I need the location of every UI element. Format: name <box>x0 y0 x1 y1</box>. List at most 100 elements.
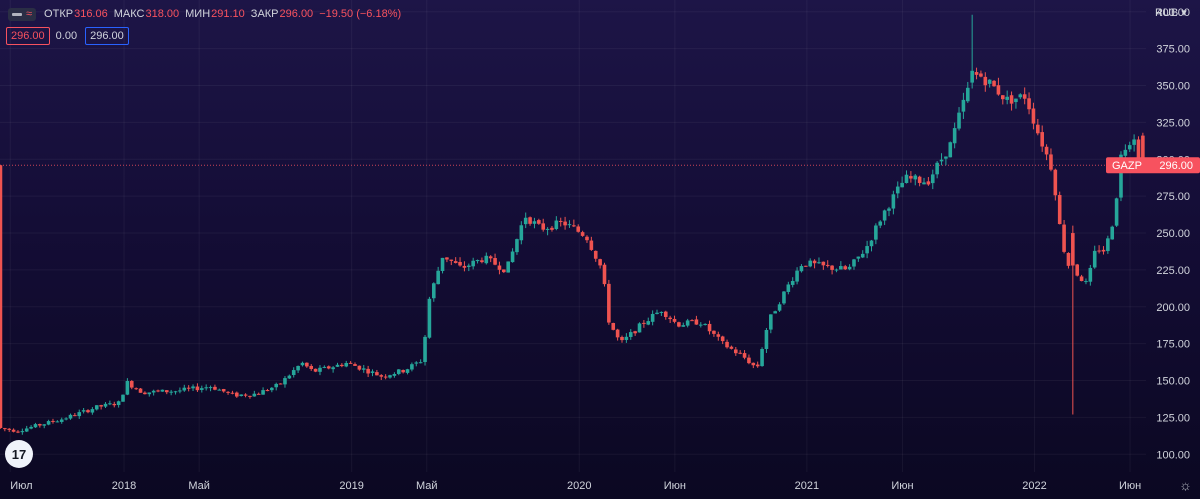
candle-body <box>335 364 340 367</box>
candle-body <box>948 142 953 158</box>
candle-body <box>554 220 559 230</box>
time-axis[interactable]: Июл 2018 Май 2019 Май 2020 Июн 2021 Июн 2022 Июн <box>10 480 1141 492</box>
candle-body <box>1114 198 1119 226</box>
candle-body <box>370 371 375 373</box>
candle-body <box>790 281 795 285</box>
time-tick-label: Май <box>188 480 210 492</box>
candle-body <box>138 388 143 393</box>
candle-body <box>611 323 616 330</box>
candle-body <box>734 349 738 354</box>
candle-body <box>677 322 681 327</box>
candle-body <box>725 341 729 348</box>
ask-price-box[interactable]: 296.00 <box>85 27 129 45</box>
candle-body <box>134 388 138 390</box>
price-tick-label: 100.00 <box>1156 449 1190 461</box>
price-tick-label: 375.00 <box>1156 44 1190 56</box>
candle-body <box>493 258 497 265</box>
candle-body <box>957 112 961 129</box>
candle-body <box>388 375 392 378</box>
candle-body <box>55 421 60 423</box>
candle-body <box>226 391 230 393</box>
candle-body <box>523 217 528 225</box>
symbol-toggle[interactable]: ≈ <box>8 7 37 21</box>
candle-body <box>278 383 283 385</box>
candle-body <box>178 390 182 392</box>
candle-body <box>992 80 996 87</box>
candle-body <box>1049 154 1053 170</box>
price-tick-label: 175.00 <box>1156 339 1190 351</box>
collapse-icon[interactable] <box>12 12 22 16</box>
candle-body <box>261 390 265 395</box>
candle-body <box>410 364 414 370</box>
candle-body <box>418 362 423 364</box>
candle-body <box>812 260 817 264</box>
last-price-value: 296.00 <box>1159 160 1193 172</box>
candle-body <box>169 391 173 393</box>
candle-body <box>305 362 309 367</box>
candle-body <box>917 176 922 183</box>
price-boxes: 296.00 0.00 296.00 <box>6 27 129 45</box>
candle-body <box>939 159 944 162</box>
candle-body <box>1141 135 1145 166</box>
candle-body <box>987 79 992 84</box>
candle-body <box>103 403 108 407</box>
candle-body <box>353 364 357 366</box>
candle-body <box>681 325 686 327</box>
candle-body <box>348 362 353 364</box>
candle-body <box>839 266 843 270</box>
candle-body <box>983 76 988 86</box>
tradingview-logo-icon[interactable]: 17 <box>5 440 33 468</box>
candle-body <box>208 387 213 389</box>
candle-body <box>283 378 287 385</box>
candle-body <box>59 419 64 422</box>
candle-body <box>567 224 572 226</box>
candle-body <box>585 236 589 241</box>
candle-body <box>961 99 966 112</box>
candle-body <box>690 320 694 322</box>
candle-body <box>655 312 659 315</box>
candle-body <box>182 387 187 391</box>
candle-body <box>930 174 935 184</box>
candle-body <box>1031 108 1036 124</box>
last-price-ticker: GAZP <box>1112 160 1142 172</box>
spread-value: 0.00 <box>55 30 78 42</box>
candle-body <box>427 298 432 338</box>
grid <box>0 0 1146 472</box>
candle-body <box>449 259 454 261</box>
settings-gear-icon[interactable]: ☼ <box>1179 477 1192 493</box>
candle-body <box>795 270 799 282</box>
candle-body <box>528 217 532 224</box>
candle-body <box>891 194 896 209</box>
candle-body <box>340 364 344 367</box>
candle-body <box>909 176 913 179</box>
candle-body <box>405 369 410 373</box>
candle-body <box>7 428 12 430</box>
candle-body <box>1066 252 1071 266</box>
candle-body <box>519 225 524 241</box>
candle-body <box>173 391 178 393</box>
bid-price-box[interactable]: 296.00 <box>6 27 50 45</box>
time-tick-label: 2020 <box>567 480 591 492</box>
candle-body <box>287 375 292 379</box>
candle-body <box>46 421 51 425</box>
candle-body <box>834 269 839 271</box>
candle-body <box>160 389 165 392</box>
candle-body <box>3 428 7 430</box>
candle-body <box>843 266 848 270</box>
price-axis[interactable]: 100.00 125.00 150.00 175.00 200.00 225.00 250.… <box>1106 7 1200 462</box>
last-price-tag[interactable] <box>1106 157 1200 174</box>
candle-body <box>77 412 82 417</box>
candle-body <box>545 228 550 230</box>
candle-body <box>383 376 388 378</box>
candle-body <box>488 256 493 259</box>
candle-body <box>1062 224 1066 252</box>
candle-body <box>895 186 900 194</box>
currency-label[interactable]: RUB ▾ <box>1155 7 1187 19</box>
candle-body <box>1097 250 1101 252</box>
candle-body <box>799 266 804 272</box>
candle-body <box>440 257 445 272</box>
candle-body <box>1110 226 1115 240</box>
candle-body <box>436 270 440 285</box>
candle-body <box>480 260 484 263</box>
